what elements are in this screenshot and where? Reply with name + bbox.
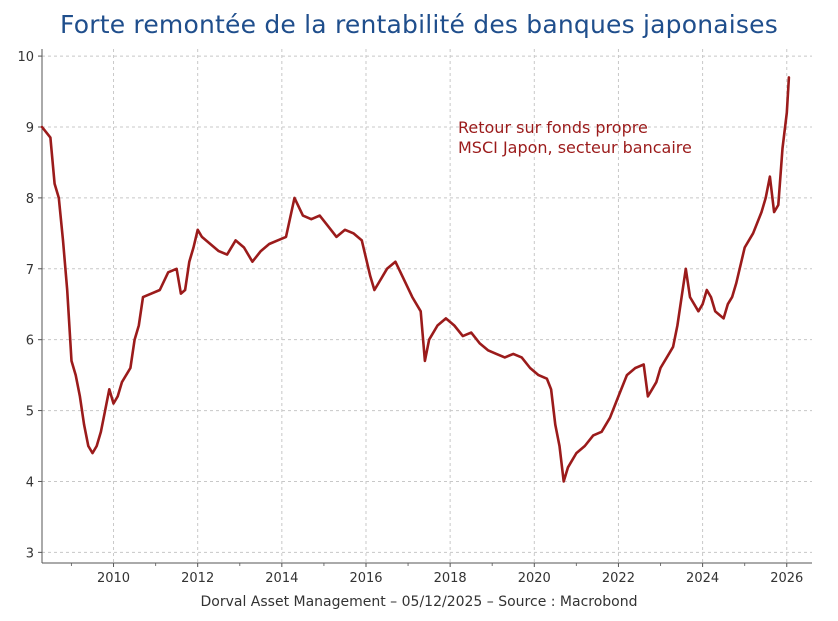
legend-line-1: Retour sur fonds propre	[458, 118, 648, 137]
y-tick-label-3: 3	[26, 546, 34, 561]
y-tick-label-4: 4	[26, 475, 34, 490]
y-tick-label-8: 8	[26, 192, 34, 207]
x-tick-label-2020: 2020	[518, 571, 551, 586]
grid-lines	[42, 49, 812, 563]
x-tick-label-2012: 2012	[181, 571, 214, 586]
x-tick-label-2022: 2022	[602, 571, 635, 586]
y-tick-label-5: 5	[26, 405, 34, 420]
y-tick-label-7: 7	[26, 263, 34, 278]
y-tick-label-9: 9	[26, 121, 34, 136]
x-tick-labels: 2010 2012 2014 2016 2018 2020 2022 2024 2026	[97, 571, 803, 586]
chart-title: Forte remontée de la rentabilité des ban…	[60, 10, 778, 39]
legend-line-2: MSCI Japon, secteur bancaire	[458, 138, 692, 157]
y-tick-labels: 3 4 5 6 7 8 9 10	[17, 50, 34, 561]
x-tick-label-2014: 2014	[265, 571, 298, 586]
x-tick-label-2026: 2026	[770, 571, 803, 586]
axes	[38, 49, 812, 567]
series-line-0	[40, 76, 791, 483]
legend: Retour sur fonds propre MSCI Japon, sect…	[458, 118, 692, 157]
series-group	[40, 76, 791, 483]
footer-source: Dorval Asset Management – 05/12/2025 – S…	[200, 594, 638, 610]
x-tick-label-2024: 2024	[686, 571, 719, 586]
x-tick-label-2016: 2016	[349, 571, 382, 586]
x-tick-label-2010: 2010	[97, 571, 130, 586]
y-tick-label-6: 6	[26, 334, 34, 349]
y-tick-label-10: 10	[17, 50, 34, 65]
x-tick-label-2018: 2018	[434, 571, 467, 586]
